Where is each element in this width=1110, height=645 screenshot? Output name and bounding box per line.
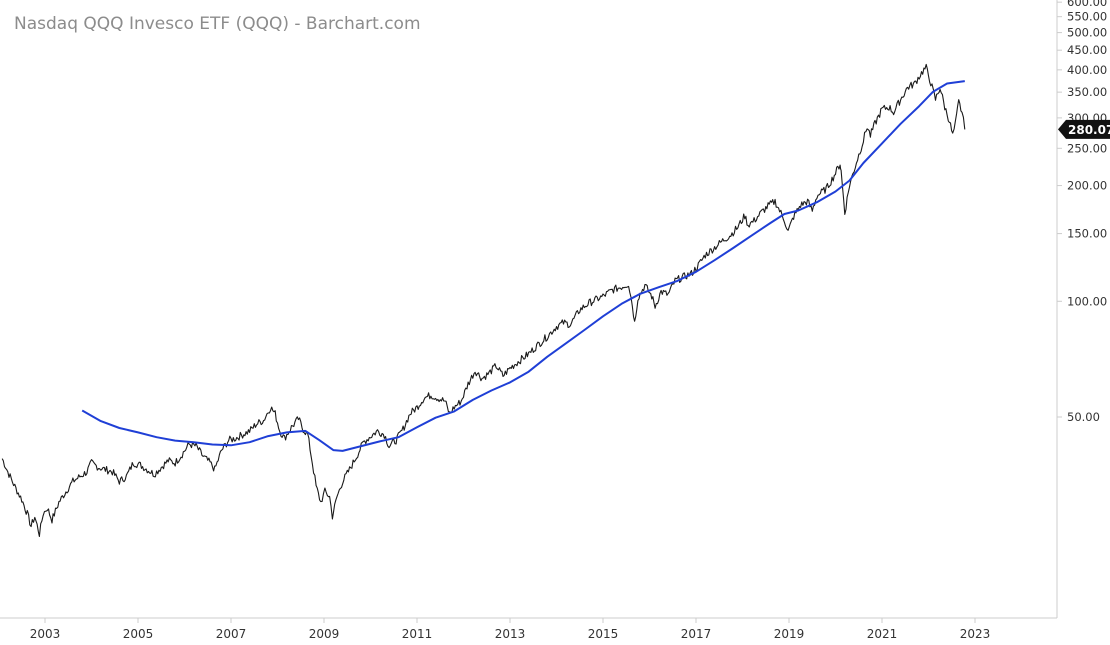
x-axis-ticks: 2003 2005 2007 2009 2011 2013 2015 2017 2019 2021… <box>30 618 991 641</box>
y-tick-label: 250.00 <box>1067 141 1107 155</box>
moving-average-line <box>81 80 965 452</box>
y-tick-label: 150.00 <box>1067 227 1107 241</box>
x-tick-label: 2011 <box>402 627 433 641</box>
y-tick-label: 600.00 <box>1067 0 1107 9</box>
x-tick-label: 2015 <box>588 627 619 641</box>
y-tick-label: 50.00 <box>1067 410 1100 424</box>
y-tick-label: 450.00 <box>1067 43 1107 57</box>
x-tick-label: 2021 <box>867 627 898 641</box>
plot-area <box>1 63 966 538</box>
y-tick-label: 550.00 <box>1067 10 1107 24</box>
x-tick-label: 2009 <box>309 627 340 641</box>
last-price-badge-shape <box>1058 119 1110 139</box>
x-tick-label: 2003 <box>30 627 61 641</box>
x-tick-label: 2019 <box>774 627 805 641</box>
x-tick-label: 2017 <box>681 627 712 641</box>
x-tick-label: 2023 <box>960 627 991 641</box>
y-tick-label: 100.00 <box>1067 294 1107 308</box>
x-tick-label: 2013 <box>495 627 526 641</box>
y-axis-ticks: 600.00550.00500.00450.00400.00350.00300.… <box>1057 0 1107 424</box>
x-tick-label: 2005 <box>123 627 154 641</box>
y-tick-label: 500.00 <box>1067 26 1107 40</box>
y-tick-label: 400.00 <box>1067 63 1107 77</box>
last-price-label: 280.07 <box>1068 123 1110 137</box>
chart-title: Nasdaq QQQ Invesco ETF (QQQ) - Barchart.… <box>14 14 421 34</box>
y-tick-label: 350.00 <box>1067 85 1107 99</box>
last-price-badge: 280.07 <box>1058 119 1110 139</box>
x-tick-label: 2007 <box>216 627 247 641</box>
price-series-line <box>1 63 966 538</box>
y-tick-label: 200.00 <box>1067 179 1107 193</box>
